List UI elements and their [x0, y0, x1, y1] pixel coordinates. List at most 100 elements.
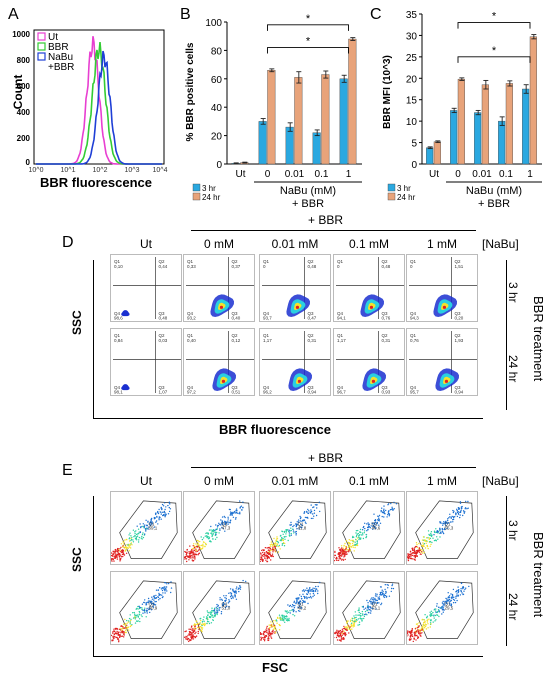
- scatter-event: [186, 548, 188, 551]
- scatter-event: [114, 627, 117, 630]
- quadrant-value: Q3: [382, 311, 389, 316]
- scatter-event: [263, 634, 265, 636]
- panel-b-ylabel: % BBR positive cells: [185, 42, 196, 141]
- scatter-event: [151, 517, 153, 520]
- scatter-event: [227, 516, 229, 518]
- scatter-event: [455, 595, 457, 598]
- gate-label: Q1: [444, 521, 451, 526]
- scatter-event: [374, 599, 376, 601]
- scatter-event: [111, 551, 112, 554]
- scatter-event: [292, 613, 294, 616]
- scatter-event: [128, 620, 130, 622]
- scatter-event: [228, 521, 230, 524]
- scatter-event: [281, 530, 283, 532]
- scatter-event: [276, 616, 279, 619]
- scatter-event: [134, 614, 136, 616]
- scatter-event: [282, 542, 285, 544]
- scatter-event: [134, 534, 136, 537]
- scatter-event: [164, 508, 166, 511]
- scatter-event: [429, 622, 432, 624]
- scatter-event: [410, 557, 413, 560]
- panel-a-histogram-curves: [36, 36, 162, 165]
- quadrant-value: 98,6: [114, 316, 123, 321]
- scatter-event: [230, 519, 232, 521]
- scatter-event: [169, 508, 172, 510]
- scatter-event: [413, 637, 415, 639]
- gate-label: Q1: [148, 601, 155, 606]
- scatter-event: [381, 515, 383, 518]
- scatter-event: [142, 532, 144, 534]
- scatter-event: [449, 513, 451, 515]
- quadrant-value: 0,93: [382, 390, 391, 395]
- scatter-event: [427, 623, 429, 625]
- scatter-event: [160, 518, 162, 520]
- scatter-event: [113, 550, 115, 553]
- scatter-event: [228, 592, 230, 594]
- scatter-event: [351, 542, 354, 545]
- scatter-event: [456, 593, 458, 595]
- scatter-event: [195, 631, 197, 633]
- scatter-event: [361, 620, 363, 622]
- scatter-event: [260, 560, 261, 563]
- scatter-event: [144, 528, 147, 530]
- panel-e-col-01mm: 0.1 mM: [348, 474, 389, 488]
- scatter-event: [126, 547, 128, 549]
- scatter-event: [299, 594, 301, 596]
- scatter-event: [422, 627, 424, 629]
- scatter-event: [452, 521, 454, 523]
- scatter-event: [426, 619, 428, 622]
- scatter-event: [430, 543, 432, 546]
- scatter-event: [158, 517, 160, 519]
- scatter-event: [380, 602, 383, 604]
- scatter-event: [310, 589, 312, 591]
- scatter-event: [360, 612, 362, 615]
- scatter-event: [128, 617, 131, 620]
- scatter-event: [158, 519, 160, 521]
- bar-24hr-0.01: [294, 77, 303, 165]
- scatter-event: [129, 623, 131, 625]
- bar-3hr-1: [339, 78, 348, 165]
- scatter-event: [426, 621, 429, 623]
- ytick-label: 0: [216, 160, 222, 171]
- ytick-label: 20: [406, 74, 418, 85]
- scatter-event: [442, 611, 444, 613]
- scatter-event: [149, 606, 151, 608]
- scatter-event: [163, 586, 165, 588]
- scatter-event: [190, 557, 192, 559]
- gate-polygon: [342, 500, 401, 559]
- scatter-event: [368, 600, 371, 602]
- scatter-event: [452, 602, 455, 604]
- scatter-event: [385, 509, 387, 512]
- scatter-event: [357, 614, 359, 616]
- scatter-event: [344, 542, 346, 545]
- scatter-event: [271, 630, 274, 633]
- scatter-event: [371, 522, 373, 524]
- scatter-event: [211, 615, 213, 617]
- scatter-event: [411, 549, 414, 551]
- scatter-event: [113, 630, 116, 633]
- scatter-event: [291, 604, 294, 606]
- panel-e-col-0mm: 0 mM: [204, 474, 234, 488]
- scatter-event: [357, 537, 359, 539]
- scatter-event: [428, 618, 430, 620]
- scatter-event: [344, 550, 346, 553]
- scatter-event: [339, 639, 341, 641]
- scatter-event: [356, 543, 358, 545]
- scatter-event: [234, 510, 236, 513]
- density-core: [369, 305, 374, 309]
- scatter-event: [197, 539, 199, 542]
- panel-a-legend-bbr2: +BBR: [48, 62, 74, 73]
- scatter-event: [284, 542, 286, 545]
- scatter-event: [213, 614, 216, 617]
- scatter-event: [268, 556, 270, 559]
- scatter-event: [303, 590, 305, 593]
- scatter-event: [236, 586, 238, 588]
- scatter-event: [197, 627, 200, 629]
- scatter-event: [316, 507, 318, 509]
- scatter-event: [359, 531, 361, 533]
- scatter-event: [215, 611, 217, 613]
- scatter-event: [417, 626, 420, 628]
- scatter-event: [351, 628, 353, 630]
- scatter-event: [410, 634, 412, 636]
- scatter-event: [212, 531, 215, 533]
